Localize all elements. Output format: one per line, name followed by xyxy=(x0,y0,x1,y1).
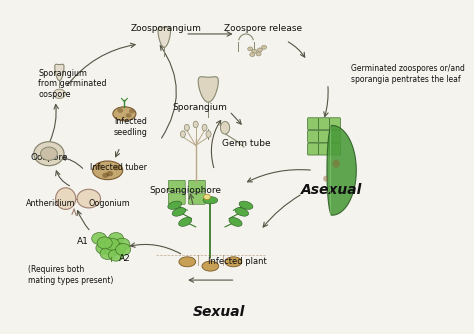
Text: Sporangium
from germinated
oospore: Sporangium from germinated oospore xyxy=(38,69,107,99)
Circle shape xyxy=(204,194,210,200)
FancyBboxPatch shape xyxy=(319,143,329,155)
Circle shape xyxy=(109,249,124,261)
Text: Infected plant: Infected plant xyxy=(208,257,267,266)
Text: Sexual: Sexual xyxy=(192,305,245,319)
Ellipse shape xyxy=(229,217,242,226)
Circle shape xyxy=(104,238,119,250)
Circle shape xyxy=(126,113,131,118)
Circle shape xyxy=(116,243,131,256)
Circle shape xyxy=(257,48,263,52)
Circle shape xyxy=(100,237,115,249)
Circle shape xyxy=(54,89,65,99)
Circle shape xyxy=(96,242,111,254)
Text: Antheridium: Antheridium xyxy=(26,199,75,208)
FancyBboxPatch shape xyxy=(308,143,319,155)
Ellipse shape xyxy=(206,131,211,138)
Circle shape xyxy=(104,243,119,256)
Ellipse shape xyxy=(323,176,328,182)
Circle shape xyxy=(97,237,112,249)
FancyBboxPatch shape xyxy=(329,118,340,130)
Text: Asexual: Asexual xyxy=(301,183,363,197)
Ellipse shape xyxy=(168,201,182,209)
FancyBboxPatch shape xyxy=(189,180,205,192)
Circle shape xyxy=(41,147,57,160)
Ellipse shape xyxy=(92,161,123,180)
Polygon shape xyxy=(327,126,356,215)
Text: Sporangium: Sporangium xyxy=(173,103,228,112)
Circle shape xyxy=(252,49,257,53)
Text: Germ tube: Germ tube xyxy=(222,139,270,148)
Circle shape xyxy=(250,52,255,56)
Text: Oospore: Oospore xyxy=(30,153,68,162)
Circle shape xyxy=(110,243,126,255)
FancyBboxPatch shape xyxy=(329,143,340,155)
Circle shape xyxy=(115,238,130,250)
Text: Zoospore release: Zoospore release xyxy=(224,24,302,33)
Ellipse shape xyxy=(55,188,76,209)
Text: Infected
seedling: Infected seedling xyxy=(114,117,147,137)
Ellipse shape xyxy=(179,257,196,267)
Circle shape xyxy=(256,52,261,56)
Circle shape xyxy=(248,47,253,51)
Text: A2: A2 xyxy=(118,254,130,263)
FancyBboxPatch shape xyxy=(308,118,319,130)
Circle shape xyxy=(262,45,266,49)
FancyBboxPatch shape xyxy=(308,130,319,142)
Text: Oogonium: Oogonium xyxy=(89,199,131,208)
FancyBboxPatch shape xyxy=(329,130,340,142)
FancyBboxPatch shape xyxy=(189,193,205,204)
Ellipse shape xyxy=(203,197,218,204)
Ellipse shape xyxy=(225,257,242,267)
Text: Sporangiophore: Sporangiophore xyxy=(149,186,221,195)
Text: Infected tuber: Infected tuber xyxy=(90,163,146,171)
Text: Zoosporangium: Zoosporangium xyxy=(131,24,202,33)
Ellipse shape xyxy=(220,122,230,134)
Text: A1: A1 xyxy=(76,237,89,246)
Circle shape xyxy=(117,108,123,113)
Circle shape xyxy=(91,232,107,244)
Circle shape xyxy=(129,109,135,114)
Ellipse shape xyxy=(239,201,253,209)
Circle shape xyxy=(106,171,113,176)
Ellipse shape xyxy=(202,124,207,131)
Polygon shape xyxy=(198,77,219,102)
Circle shape xyxy=(102,173,109,178)
Text: (Requires both
mating types present): (Requires both mating types present) xyxy=(28,266,113,285)
Circle shape xyxy=(34,142,64,166)
Ellipse shape xyxy=(184,124,189,131)
FancyBboxPatch shape xyxy=(319,130,329,142)
Text: Germinated zoospores or/and
sporangia pentrates the leaf: Germinated zoospores or/and sporangia pe… xyxy=(351,64,465,84)
Ellipse shape xyxy=(193,121,198,128)
Ellipse shape xyxy=(235,208,248,216)
Polygon shape xyxy=(158,27,171,47)
Ellipse shape xyxy=(179,217,192,226)
Polygon shape xyxy=(55,64,64,80)
Circle shape xyxy=(109,232,124,244)
Ellipse shape xyxy=(172,208,186,216)
FancyBboxPatch shape xyxy=(319,118,329,130)
Ellipse shape xyxy=(202,261,219,271)
Circle shape xyxy=(113,165,120,170)
Ellipse shape xyxy=(113,107,136,121)
FancyBboxPatch shape xyxy=(168,193,185,204)
FancyBboxPatch shape xyxy=(168,180,185,192)
Ellipse shape xyxy=(180,131,185,138)
Circle shape xyxy=(96,164,102,170)
Circle shape xyxy=(100,247,115,260)
Circle shape xyxy=(77,189,100,208)
Ellipse shape xyxy=(332,160,340,168)
